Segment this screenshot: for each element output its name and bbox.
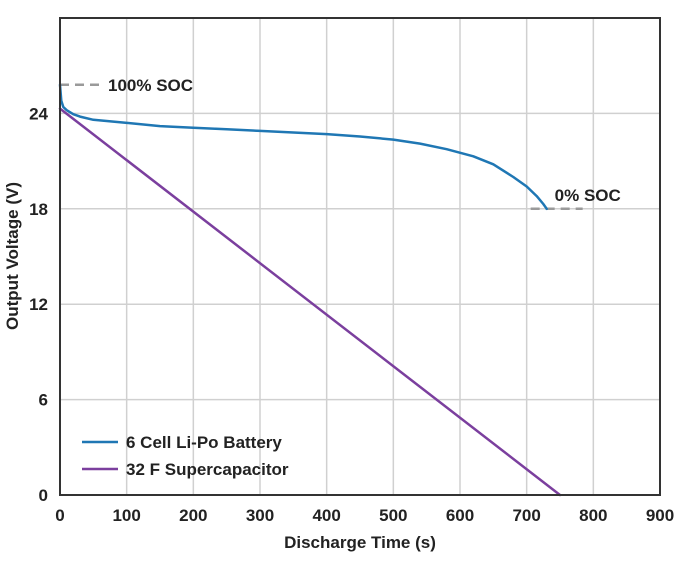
y-tick-label: 12 — [29, 295, 48, 314]
y-axis-title: Output Voltage (V) — [3, 182, 22, 330]
series-line-battery — [58, 83, 548, 211]
y-tick-label: 6 — [39, 391, 48, 410]
x-tick-label: 400 — [312, 506, 340, 525]
x-tick-label: 700 — [512, 506, 540, 525]
x-tick-label: 600 — [446, 506, 474, 525]
legend-label: 6 Cell Li-Po Battery — [126, 433, 282, 452]
y-tick-label: 24 — [29, 104, 48, 123]
annotation-0-soc: 0% SOC — [555, 186, 621, 205]
x-tick-label: 800 — [579, 506, 607, 525]
x-tick-label: 100 — [112, 506, 140, 525]
tick-labels: 0 100 200 300 400 500 600 700 800 900 0 6 12 18 24 — [29, 104, 674, 525]
series-lines — [58, 83, 562, 497]
x-tick-label: 900 — [646, 506, 674, 525]
y-tick-label: 18 — [29, 200, 48, 219]
annotation-leaders — [60, 83, 583, 211]
annotation-100-soc: 100% SOC — [108, 76, 193, 95]
y-tick-label: 0 — [39, 486, 48, 505]
plot-frame — [59, 17, 661, 496]
legend-label: 32 F Supercapacitor — [126, 460, 289, 479]
series-line-supercapacitor — [58, 107, 562, 497]
x-tick-label: 0 — [55, 506, 64, 525]
x-tick-label: 300 — [246, 506, 274, 525]
x-axis-title: Discharge Time (s) — [284, 533, 436, 552]
x-tick-label: 500 — [379, 506, 407, 525]
legend: 6 Cell Li-Po Battery 32 F Supercapacitor — [82, 433, 289, 479]
annotations: 100% SOC 0% SOC — [108, 76, 621, 205]
x-tick-label: 200 — [179, 506, 207, 525]
plot-background — [60, 18, 660, 495]
grid — [60, 18, 660, 495]
